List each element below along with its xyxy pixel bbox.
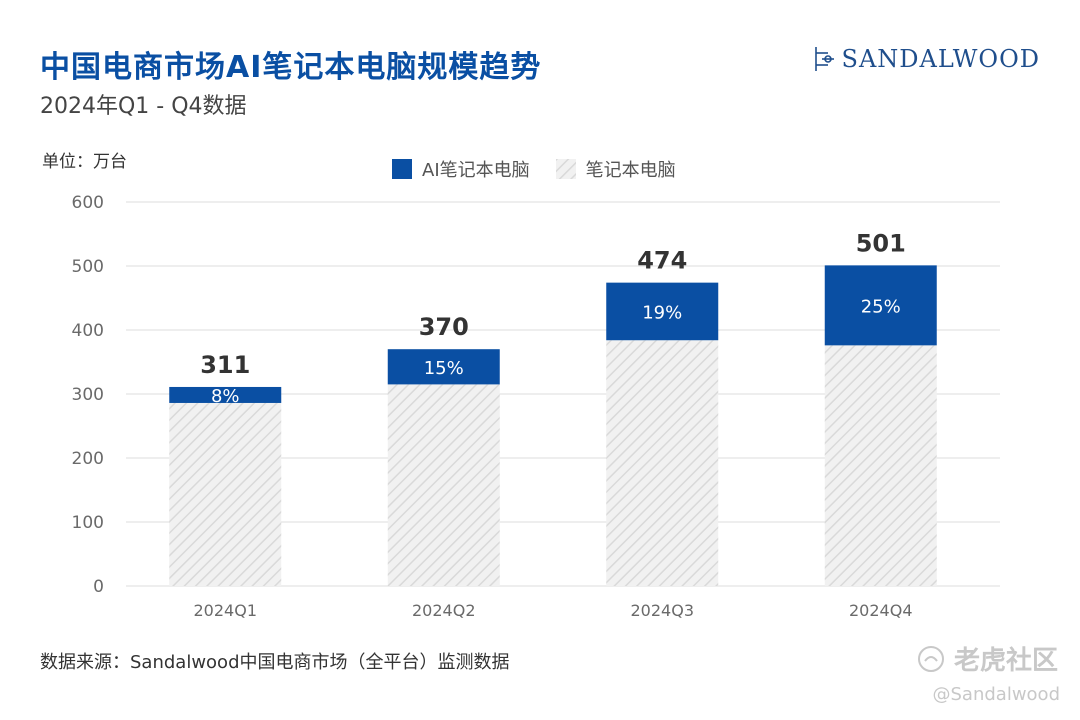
x-tick-label: 2024Q4 — [849, 601, 913, 620]
watermark: 老虎社区 — [916, 640, 1058, 677]
bar-ai-notebook — [824, 265, 937, 346]
legend-item-ai: AI笔记本电脑 — [392, 156, 530, 182]
chart-subtitle: 2024年Q1 - Q4数据 — [40, 94, 247, 119]
brand-logo: SANDALWOOD — [810, 44, 1040, 74]
x-tick-label: 2024Q2 — [412, 601, 476, 620]
legend-label-ai: AI笔记本电脑 — [422, 160, 530, 181]
bar-notebook — [387, 384, 500, 586]
watermark-handle: @Sandalwood — [932, 684, 1061, 705]
total-label: 474 — [637, 247, 687, 275]
y-tick-label: 300 — [72, 385, 104, 405]
legend-item-notebook: 笔记本电脑 — [555, 156, 676, 182]
data-source: 数据来源：Sandalwood中国电商市场（全平台）监测数据 — [40, 652, 510, 673]
total-label: 311 — [200, 351, 250, 379]
legend: AI笔记本电脑 笔记本电脑 — [392, 156, 690, 182]
legend-swatch-ai — [392, 159, 412, 179]
y-tick-label: 0 — [93, 577, 104, 597]
y-tick-label: 600 — [72, 193, 104, 213]
chart-title: 中国电商市场AI笔记本电脑规模趋势 — [40, 50, 542, 85]
bar-ai-notebook — [169, 386, 282, 403]
tiger-community-icon — [917, 645, 944, 672]
x-tick-label: 2024Q3 — [631, 601, 695, 620]
bar-ai-notebook — [606, 282, 719, 341]
ai-share-label: 25% — [861, 296, 901, 317]
bar-ai-notebook — [387, 349, 500, 385]
ai-share-label: 15% — [424, 358, 464, 379]
bar-notebook — [606, 340, 719, 586]
y-tick-label: 100 — [72, 513, 104, 533]
y-tick-label: 200 — [72, 449, 104, 469]
bar-notebook — [169, 402, 282, 586]
bar-notebook — [824, 345, 937, 586]
sandalwood-logo-icon — [814, 47, 834, 71]
ai-share-label: 8% — [211, 386, 240, 407]
watermark-text: 老虎社区 — [953, 646, 1058, 676]
total-label: 501 — [856, 229, 906, 257]
x-tick-label: 2024Q1 — [194, 601, 258, 620]
unit-label: 单位：万台 — [42, 152, 127, 172]
y-tick-label: 500 — [72, 257, 104, 277]
legend-label-notebook: 笔记本电脑 — [585, 160, 676, 181]
brand-name: SANDALWOOD — [841, 45, 1040, 73]
total-label: 370 — [419, 313, 469, 341]
y-tick-label: 400 — [72, 321, 104, 341]
legend-swatch-notebook — [555, 159, 576, 179]
ai-share-label: 19% — [642, 302, 682, 323]
